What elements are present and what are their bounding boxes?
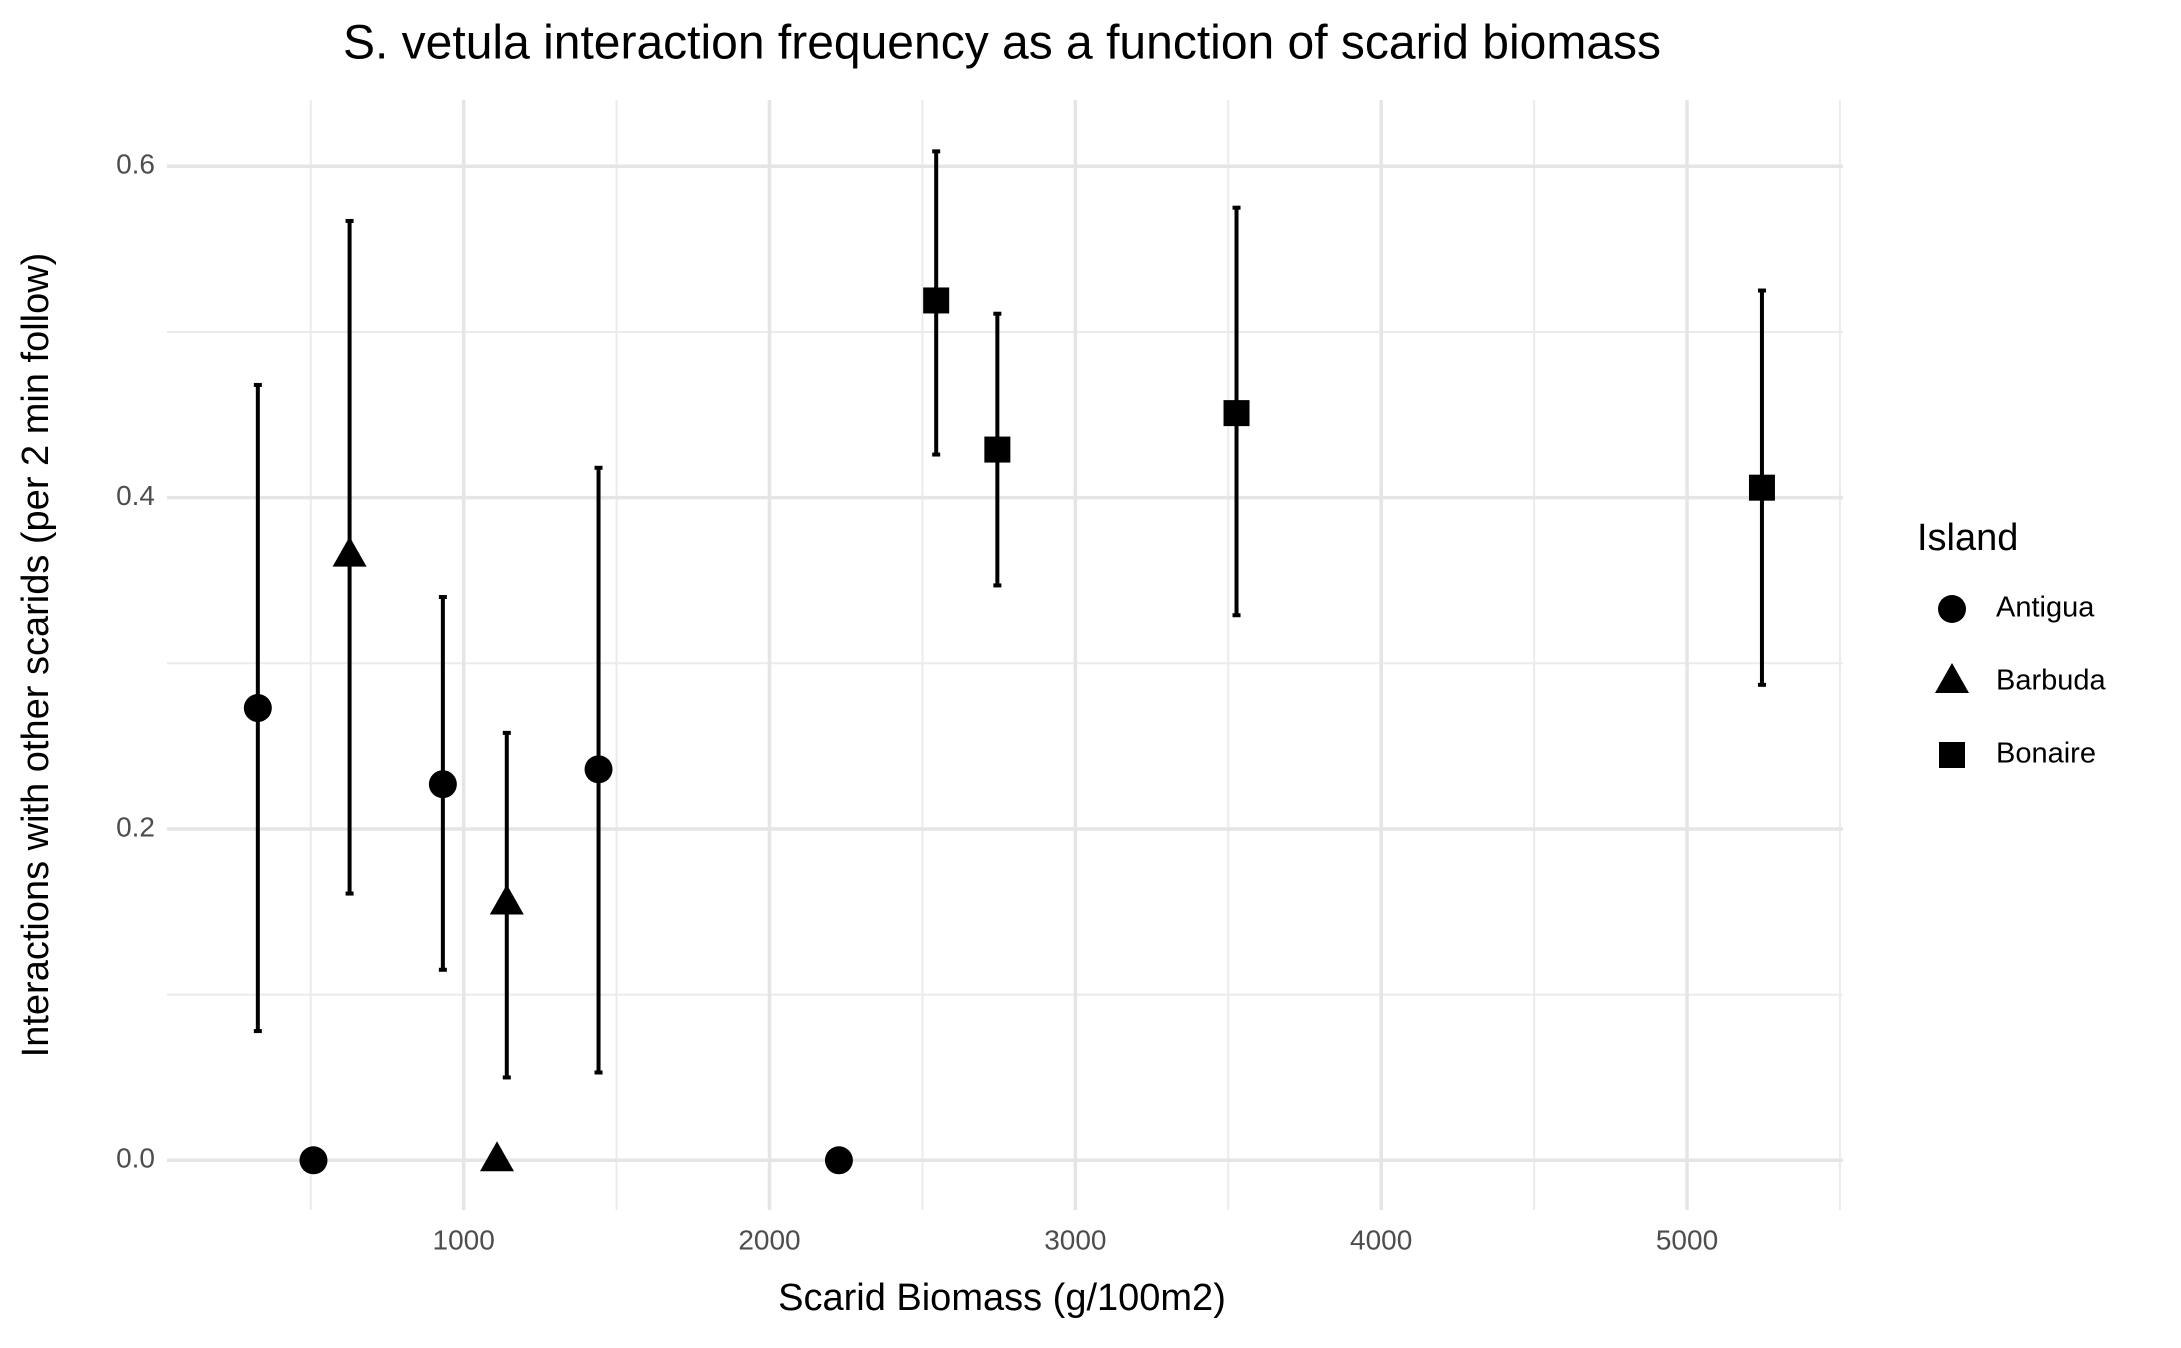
y-tick-label: 0.0 [116, 1143, 155, 1174]
x-tick-label: 2000 [738, 1224, 800, 1255]
legend-title: Island [1917, 517, 2018, 559]
point [480, 1141, 515, 1172]
point [1748, 474, 1775, 501]
legend-label: Bonaire [1996, 738, 2096, 770]
x-tick-label: 4000 [1350, 1224, 1412, 1255]
x-tick-label: 1000 [433, 1224, 495, 1255]
point [299, 1146, 328, 1175]
point [824, 1146, 853, 1175]
legend-symbol [1939, 742, 1965, 768]
x-axis-title: Scarid Biomass (g/100m2) [778, 1277, 1226, 1319]
y-tick-label: 0.4 [116, 480, 155, 511]
point [243, 694, 272, 723]
x-tick-label: 3000 [1044, 1224, 1106, 1255]
legend-label: Antigua [1996, 592, 2095, 624]
point [984, 436, 1011, 463]
point [428, 770, 457, 799]
y-tick-label: 0.6 [116, 149, 155, 180]
point [332, 536, 367, 567]
chart-title: S. vetula interaction frequency as a fun… [343, 17, 1661, 70]
x-tick-label: 5000 [1656, 1224, 1718, 1255]
legend-label: Barbuda [1996, 665, 2107, 697]
point [1223, 400, 1250, 427]
point [584, 755, 613, 784]
legend-symbol [1935, 663, 1969, 693]
y-tick-label: 0.2 [116, 811, 155, 842]
y-axis-title: Interactions with other scarids (per 2 m… [15, 253, 57, 1058]
legend-symbol [1938, 595, 1966, 623]
point [489, 884, 524, 915]
point [923, 287, 950, 314]
